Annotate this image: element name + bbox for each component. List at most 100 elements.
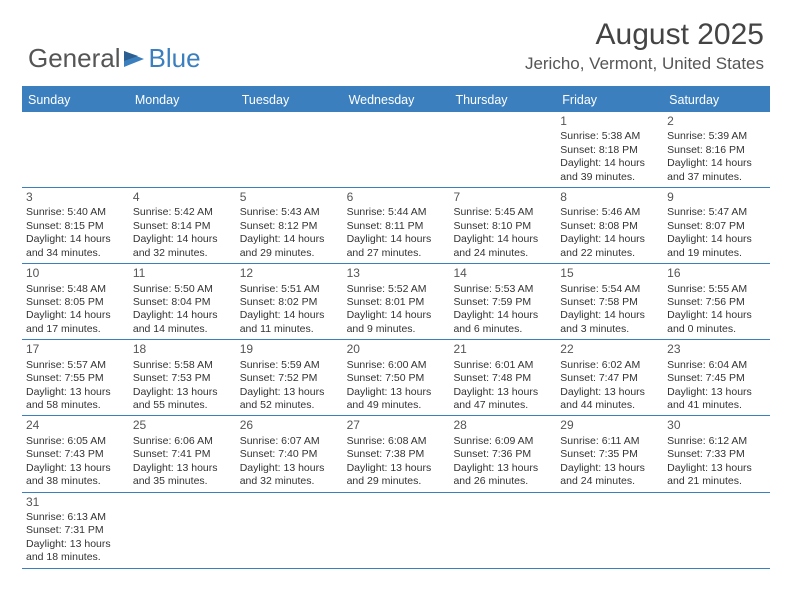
- sunset-text: Sunset: 7:43 PM: [26, 448, 125, 461]
- sunset-text: Sunset: 8:10 PM: [453, 220, 552, 233]
- sunset-text: Sunset: 7:31 PM: [26, 524, 125, 537]
- day-cell: [449, 112, 556, 187]
- sunset-text: Sunset: 7:47 PM: [560, 372, 659, 385]
- day-number: 18: [133, 342, 232, 357]
- day-cell: 2Sunrise: 5:39 AMSunset: 8:16 PMDaylight…: [663, 112, 770, 187]
- day-number: 30: [667, 418, 766, 433]
- day-cell: 12Sunrise: 5:51 AMSunset: 8:02 PMDayligh…: [236, 264, 343, 339]
- day-cell: [129, 112, 236, 187]
- day-cell: 11Sunrise: 5:50 AMSunset: 8:04 PMDayligh…: [129, 264, 236, 339]
- day-cell: 30Sunrise: 6:12 AMSunset: 7:33 PMDayligh…: [663, 416, 770, 491]
- sunset-text: Sunset: 8:12 PM: [240, 220, 339, 233]
- day-cell: [236, 112, 343, 187]
- daylight-text: Daylight: 14 hours and 32 minutes.: [133, 233, 232, 260]
- daylight-text: Daylight: 13 hours and 32 minutes.: [240, 462, 339, 489]
- day-cell: [343, 493, 450, 568]
- sunrise-text: Sunrise: 5:51 AM: [240, 283, 339, 296]
- week-row: 10Sunrise: 5:48 AMSunset: 8:05 PMDayligh…: [22, 264, 770, 340]
- sunset-text: Sunset: 7:56 PM: [667, 296, 766, 309]
- sunrise-text: Sunrise: 6:01 AM: [453, 359, 552, 372]
- day-cell: 18Sunrise: 5:58 AMSunset: 7:53 PMDayligh…: [129, 340, 236, 415]
- day-number: 24: [26, 418, 125, 433]
- day-cell: 27Sunrise: 6:08 AMSunset: 7:38 PMDayligh…: [343, 416, 450, 491]
- day-cell: 7Sunrise: 5:45 AMSunset: 8:10 PMDaylight…: [449, 188, 556, 263]
- daylight-text: Daylight: 14 hours and 0 minutes.: [667, 309, 766, 336]
- day-cell: 13Sunrise: 5:52 AMSunset: 8:01 PMDayligh…: [343, 264, 450, 339]
- daylight-text: Daylight: 14 hours and 9 minutes.: [347, 309, 446, 336]
- sunrise-text: Sunrise: 5:53 AM: [453, 283, 552, 296]
- sunset-text: Sunset: 7:48 PM: [453, 372, 552, 385]
- sunrise-text: Sunrise: 5:39 AM: [667, 130, 766, 143]
- day-cell: 21 Sunrise: 6:01 AMSunset: 7:48 PMDayligh…: [449, 340, 556, 415]
- daylight-text: Daylight: 13 hours and 24 minutes.: [560, 462, 659, 489]
- day-number: 3: [26, 190, 125, 205]
- daylight-text: Daylight: 14 hours and 37 minutes.: [667, 157, 766, 184]
- week-row: 31Sunrise: 6:13 AMSunset: 7:31 PMDayligh…: [22, 493, 770, 569]
- day-cell: 5Sunrise: 5:43 AMSunset: 8:12 PMDaylight…: [236, 188, 343, 263]
- sunrise-text: Sunrise: 5:47 AM: [667, 206, 766, 219]
- daylight-text: Daylight: 14 hours and 39 minutes.: [560, 157, 659, 184]
- daylight-text: Daylight: 13 hours and 41 minutes.: [667, 386, 766, 413]
- day-number: 21: [453, 342, 552, 357]
- sunrise-text: Sunrise: 6:11 AM: [560, 435, 659, 448]
- sunrise-text: Sunrise: 5:55 AM: [667, 283, 766, 296]
- daylight-text: Daylight: 14 hours and 17 minutes.: [26, 309, 125, 336]
- sunset-text: Sunset: 7:45 PM: [667, 372, 766, 385]
- month-title: August 2025: [525, 18, 764, 52]
- day-number: 1: [560, 114, 659, 129]
- day-cell: 15Sunrise: 5:54 AMSunset: 7:58 PMDayligh…: [556, 264, 663, 339]
- daylight-text: Daylight: 13 hours and 38 minutes.: [26, 462, 125, 489]
- daylight-text: Daylight: 13 hours and 21 minutes.: [667, 462, 766, 489]
- sunrise-text: Sunrise: 5:44 AM: [347, 206, 446, 219]
- sunrise-text: Sunrise: 5:42 AM: [133, 206, 232, 219]
- sunrise-text: Sunrise: 5:45 AM: [453, 206, 552, 219]
- sunrise-text: Sunrise: 6:00 AM: [347, 359, 446, 372]
- sunset-text: Sunset: 8:02 PM: [240, 296, 339, 309]
- day-number: 14: [453, 266, 552, 281]
- daylight-text: Daylight: 14 hours and 3 minutes.: [560, 309, 659, 336]
- sunrise-text: Sunrise: 5:38 AM: [560, 130, 659, 143]
- daylight-text: Daylight: 13 hours and 49 minutes.: [347, 386, 446, 413]
- daylight-text: Daylight: 13 hours and 47 minutes.: [453, 386, 552, 413]
- day-cell: 9Sunrise: 5:47 AMSunset: 8:07 PMDaylight…: [663, 188, 770, 263]
- sunrise-text: Sunrise: 5:57 AM: [26, 359, 125, 372]
- day-number: 5: [240, 190, 339, 205]
- daylight-text: Daylight: 14 hours and 34 minutes.: [26, 233, 125, 260]
- daylight-text: Daylight: 13 hours and 44 minutes.: [560, 386, 659, 413]
- sunrise-text: Sunrise: 5:40 AM: [26, 206, 125, 219]
- daylight-text: Daylight: 13 hours and 26 minutes.: [453, 462, 552, 489]
- header: General Blue August 2025 Jericho, Vermon…: [0, 0, 792, 78]
- day-number: 6: [347, 190, 446, 205]
- sunset-text: Sunset: 8:04 PM: [133, 296, 232, 309]
- day-cell: 8Sunrise: 5:46 AMSunset: 8:08 PMDaylight…: [556, 188, 663, 263]
- day-cell: 31Sunrise: 6:13 AMSunset: 7:31 PMDayligh…: [22, 493, 129, 568]
- daylight-text: Daylight: 14 hours and 6 minutes.: [453, 309, 552, 336]
- day-cell: 23Sunrise: 6:04 AMSunset: 7:45 PMDayligh…: [663, 340, 770, 415]
- day-cell: 3Sunrise: 5:40 AMSunset: 8:15 PMDaylight…: [22, 188, 129, 263]
- sunrise-text: Sunrise: 5:48 AM: [26, 283, 125, 296]
- day-cell: 29Sunrise: 6:11 AMSunset: 7:35 PMDayligh…: [556, 416, 663, 491]
- daylight-text: Daylight: 13 hours and 55 minutes.: [133, 386, 232, 413]
- weekday-row: SundayMondayTuesdayWednesdayThursdayFrid…: [22, 88, 770, 112]
- day-number: 2: [667, 114, 766, 129]
- sunrise-text: Sunrise: 5:43 AM: [240, 206, 339, 219]
- day-cell: 6Sunrise: 5:44 AMSunset: 8:11 PMDaylight…: [343, 188, 450, 263]
- sunset-text: Sunset: 8:14 PM: [133, 220, 232, 233]
- weekday-header: Wednesday: [343, 88, 450, 112]
- day-cell: 14 Sunrise: 5:53 AMSunset: 7:59 PMDayligh…: [449, 264, 556, 339]
- daylight-text: Daylight: 14 hours and 11 minutes.: [240, 309, 339, 336]
- day-cell: 24Sunrise: 6:05 AMSunset: 7:43 PMDayligh…: [22, 416, 129, 491]
- title-block: August 2025 Jericho, Vermont, United Sta…: [525, 18, 764, 74]
- sunset-text: Sunset: 8:11 PM: [347, 220, 446, 233]
- daylight-text: Daylight: 13 hours and 18 minutes.: [26, 538, 125, 565]
- sunrise-text: Sunrise: 5:54 AM: [560, 283, 659, 296]
- week-row: 1Sunrise: 5:38 AMSunset: 8:18 PMDaylight…: [22, 112, 770, 188]
- day-cell: [129, 493, 236, 568]
- sunset-text: Sunset: 8:08 PM: [560, 220, 659, 233]
- day-number: 11: [133, 266, 232, 281]
- sunset-text: Sunset: 7:59 PM: [453, 296, 552, 309]
- day-number: 10: [26, 266, 125, 281]
- logo: General Blue: [28, 43, 201, 74]
- day-number: 17: [26, 342, 125, 357]
- sunrise-text: Sunrise: 6:09 AM: [453, 435, 552, 448]
